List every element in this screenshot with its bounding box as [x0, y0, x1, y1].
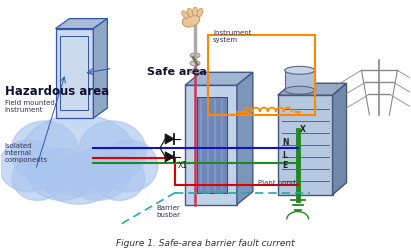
- Text: X: X: [300, 125, 305, 134]
- Ellipse shape: [190, 69, 200, 74]
- Ellipse shape: [0, 140, 56, 192]
- Polygon shape: [185, 72, 253, 85]
- Text: L: L: [283, 151, 288, 160]
- Ellipse shape: [192, 7, 198, 16]
- Ellipse shape: [29, 149, 94, 201]
- Ellipse shape: [101, 140, 158, 192]
- Text: Safe area: Safe area: [147, 67, 207, 77]
- Polygon shape: [185, 85, 237, 204]
- Ellipse shape: [79, 121, 146, 182]
- Polygon shape: [278, 83, 346, 95]
- Ellipse shape: [12, 156, 64, 200]
- Polygon shape: [55, 28, 93, 118]
- Ellipse shape: [11, 121, 79, 182]
- Ellipse shape: [93, 156, 145, 200]
- Polygon shape: [197, 97, 227, 192]
- Ellipse shape: [285, 66, 315, 74]
- Text: Instrument
system: Instrument system: [213, 30, 252, 44]
- Polygon shape: [278, 95, 332, 194]
- Polygon shape: [285, 70, 315, 90]
- Text: Barrier
busbar: Barrier busbar: [156, 206, 180, 218]
- Text: Hazardous area: Hazardous area: [5, 85, 109, 98]
- Ellipse shape: [197, 8, 203, 17]
- Polygon shape: [165, 134, 174, 144]
- Polygon shape: [332, 83, 346, 194]
- Ellipse shape: [190, 61, 200, 66]
- Ellipse shape: [43, 157, 114, 204]
- Ellipse shape: [21, 115, 136, 195]
- Text: X1: X1: [178, 161, 188, 170]
- Polygon shape: [93, 18, 107, 118]
- Ellipse shape: [190, 53, 200, 58]
- Text: Figure 1. Safe-area barrier fault current: Figure 1. Safe-area barrier fault curren…: [116, 238, 295, 248]
- Text: Plant bond: Plant bond: [258, 180, 295, 186]
- Ellipse shape: [182, 11, 189, 18]
- Polygon shape: [237, 72, 253, 204]
- Polygon shape: [165, 152, 174, 162]
- Ellipse shape: [285, 86, 315, 94]
- Text: Isolated
internal
components: Isolated internal components: [5, 143, 48, 163]
- Ellipse shape: [65, 149, 130, 201]
- Text: E: E: [283, 161, 288, 170]
- Text: Field mounted
instrument: Field mounted instrument: [5, 100, 54, 113]
- Polygon shape: [55, 18, 107, 28]
- Ellipse shape: [182, 14, 200, 27]
- Text: N: N: [283, 138, 289, 147]
- Ellipse shape: [187, 8, 193, 17]
